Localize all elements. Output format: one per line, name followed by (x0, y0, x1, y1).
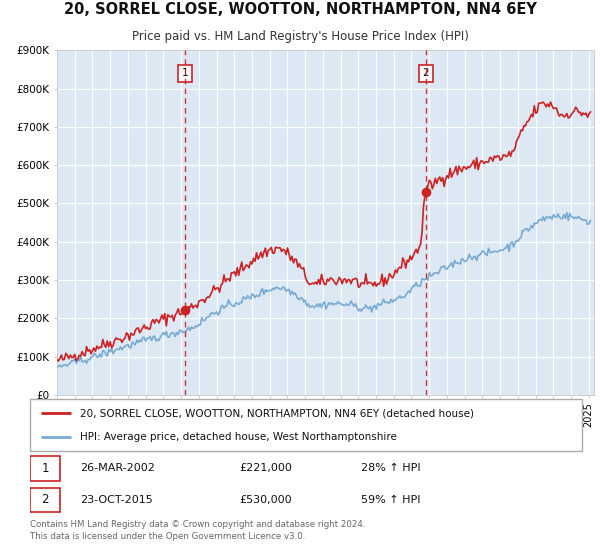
Text: 20, SORREL CLOSE, WOOTTON, NORTHAMPTON, NN4 6EY: 20, SORREL CLOSE, WOOTTON, NORTHAMPTON, … (64, 2, 536, 17)
Text: 2: 2 (422, 68, 429, 78)
Text: Price paid vs. HM Land Registry's House Price Index (HPI): Price paid vs. HM Land Registry's House … (131, 30, 469, 43)
Text: 59% ↑ HPI: 59% ↑ HPI (361, 495, 421, 505)
Text: 28% ↑ HPI: 28% ↑ HPI (361, 464, 421, 473)
Text: 1: 1 (182, 68, 188, 78)
Text: HPI: Average price, detached house, West Northamptonshire: HPI: Average price, detached house, West… (80, 432, 397, 442)
Text: 2: 2 (41, 493, 49, 506)
Text: 26-MAR-2002: 26-MAR-2002 (80, 464, 155, 473)
Bar (30, 456, 61, 480)
Text: 20, SORREL CLOSE, WOOTTON, NORTHAMPTON, NN4 6EY (detached house): 20, SORREL CLOSE, WOOTTON, NORTHAMPTON, … (80, 408, 473, 418)
Text: 1: 1 (41, 462, 49, 475)
Text: 23-OCT-2015: 23-OCT-2015 (80, 495, 152, 505)
Text: £530,000: £530,000 (240, 495, 292, 505)
Text: £221,000: £221,000 (240, 464, 293, 473)
Bar (30, 488, 61, 512)
Text: Contains HM Land Registry data © Crown copyright and database right 2024.
This d: Contains HM Land Registry data © Crown c… (30, 520, 365, 541)
